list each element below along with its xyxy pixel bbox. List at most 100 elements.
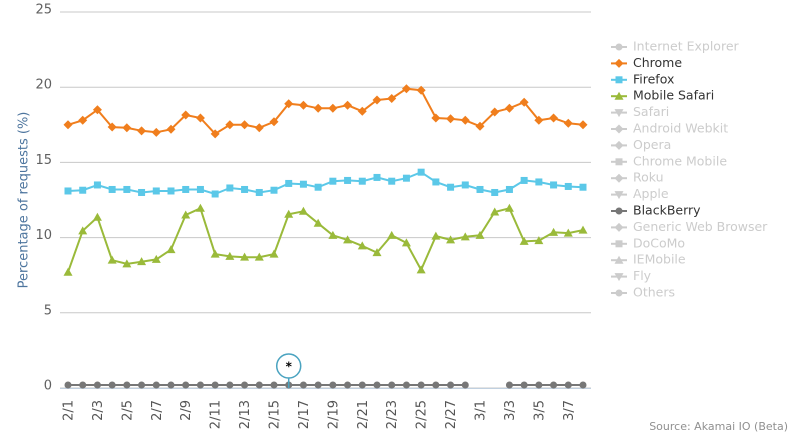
x-tick-label: 2/15 [268,400,283,429]
point [490,107,500,117]
legend-item[interactable]: Chrome Mobile [611,153,727,168]
legend-item[interactable]: IEMobile [611,252,686,267]
point [196,185,204,193]
point [475,230,485,239]
point [328,230,338,239]
point [93,381,101,389]
source: Source: Akamai IO (Beta) [649,420,788,433]
point [388,177,396,185]
legend-marker [614,222,624,232]
y-tick-label: 15 [35,153,52,168]
legend-item[interactable]: Generic Web Browser [611,219,768,234]
legend-label: Firefox [633,71,674,86]
point [182,381,190,389]
point [476,185,484,193]
point [505,381,513,389]
point [344,176,352,184]
point [432,381,440,389]
point [269,249,279,258]
point [564,182,572,190]
legend-marker [615,240,623,248]
legend-label: Others [633,285,675,300]
point [151,127,161,137]
point [372,95,382,105]
legend-marker [614,91,624,100]
point [211,190,219,198]
point [195,203,205,212]
point [226,381,234,389]
legend-item[interactable]: DoCoMo [611,235,685,250]
x-tick-label: 2/9 [179,400,194,421]
point [63,267,73,276]
legend-item[interactable]: BlackBerry [611,203,701,218]
point [93,181,101,189]
legend-marker [614,273,624,282]
point [461,181,469,189]
legend-item[interactable]: Mobile Safari [611,88,714,103]
point [358,177,366,185]
x-tick-label: 2/1 [62,400,77,421]
point [402,174,410,182]
x-tick-label: 2/21 [356,400,371,429]
legend-item[interactable]: Fly [611,268,652,283]
point [122,259,132,268]
x-tick-label: 3/7 [562,400,577,421]
x-tick-label: 2/25 [415,400,430,429]
point [225,251,235,260]
legend-item[interactable]: Opera [611,137,671,152]
point [535,178,543,186]
point [152,187,160,195]
point [431,113,441,123]
x-tick-label: 3/3 [503,400,518,421]
legend-marker [614,255,624,264]
point [432,178,440,186]
point [446,114,456,124]
series-line [67,171,584,196]
point [107,122,117,132]
x-tick-label: 3/1 [474,400,489,421]
point [578,120,588,130]
point [79,186,87,194]
legend-item[interactable]: Apple [611,186,669,201]
legend-item[interactable]: Internet Explorer [611,39,740,54]
x-tick-label: 2/5 [120,400,135,421]
point [108,381,116,389]
point [255,381,263,389]
point [373,381,381,389]
point [137,257,147,266]
legend-item[interactable]: Firefox [611,71,674,86]
y-axis-label: Percentage of requests (%) [17,112,32,289]
legend-item[interactable]: Safari [611,104,669,119]
point [401,84,411,94]
legend-item[interactable]: Others [611,285,675,300]
point [417,381,425,389]
x-tick-label: 2/11 [209,400,224,429]
point [64,187,72,195]
point [240,252,250,261]
point [416,265,426,274]
legend-label: BlackBerry [633,203,701,218]
x-tick-label: 2/23 [385,400,400,429]
point [357,106,367,116]
legend-item[interactable]: Roku [611,170,664,185]
x-tick-label: 3/5 [532,400,547,421]
point [563,118,573,128]
legend-item[interactable]: Chrome [611,55,682,70]
x-tick-label: 2/7 [150,400,165,421]
x-tick-label: 2/13 [238,400,253,429]
point [519,236,529,245]
x-tick-label: 2/17 [297,400,312,429]
legend-marker [614,140,624,150]
point [181,110,191,120]
y-tick-label: 10 [35,228,52,243]
point [92,212,102,221]
point [534,115,544,125]
point [195,113,205,123]
y-tick-label: 20 [35,78,52,93]
point [63,120,73,130]
legend-marker [614,58,624,68]
point [240,120,250,130]
point [417,168,425,176]
legend-item[interactable]: Android Webkit [611,121,728,136]
